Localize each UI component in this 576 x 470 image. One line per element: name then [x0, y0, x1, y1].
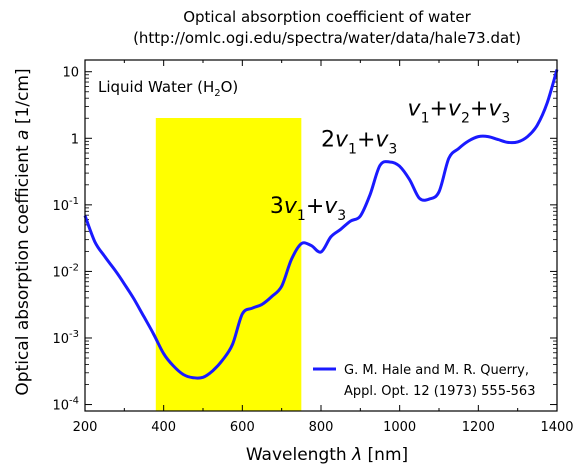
- y-tick-label: 10-4: [52, 396, 79, 414]
- axis-ticks: 200 400 600 800 1000 1200 1400 10-4 10-3 10-2 10-1…: [52, 60, 574, 435]
- x-axis-label: Wavelength λ [nm]: [246, 445, 408, 465]
- x-tick-label: 1000: [383, 420, 416, 435]
- inner-label: Liquid Water (H2O): [98, 78, 238, 99]
- x-tick-label: 400: [151, 420, 176, 435]
- annotations: 3v1+v3 2v1+v3 v1+v2+v3: [270, 96, 510, 224]
- plot-area: 200 400 600 800 1000 1200 1400 10-4 10-3 10-2 10-1…: [52, 59, 574, 435]
- legend-label-line2: Appl. Opt. 12 (1973) 555-563: [344, 384, 535, 399]
- mode-annotation: v1+v2+v3: [408, 96, 511, 126]
- series-line: [83, 69, 559, 380]
- visible-band-highlight: [155, 118, 302, 411]
- x-tick-label: 600: [230, 420, 255, 435]
- mode-annotation: 3v1+v3: [270, 194, 346, 224]
- legend: G. M. Hale and M. R. Querry, Appl. Opt. …: [313, 363, 535, 399]
- x-tick-label: 1400: [540, 420, 573, 435]
- y-tick-label: 10-1: [52, 196, 79, 214]
- plot-frame: [84, 59, 558, 412]
- y-tick-label: 10: [62, 66, 79, 81]
- chart-subtitle: (http://omlc.ogi.edu/spectra/water/data/…: [133, 29, 521, 47]
- x-tick-label: 1200: [462, 420, 495, 435]
- y-axis-label: Optical absorption coefficient a [1/cm]: [13, 68, 33, 395]
- y-tick-label: 1: [71, 132, 79, 147]
- legend-label-line1: G. M. Hale and M. R. Querry,: [344, 363, 529, 378]
- y-tick-label: 10-2: [52, 262, 79, 280]
- x-tick-label: 800: [309, 420, 334, 435]
- mode-annotation: 2v1+v3: [321, 128, 397, 158]
- x-tick-label: 200: [73, 420, 98, 435]
- y-tick-label: 10-3: [52, 329, 79, 347]
- chart-title: Optical absorption coefficient of water: [183, 8, 471, 26]
